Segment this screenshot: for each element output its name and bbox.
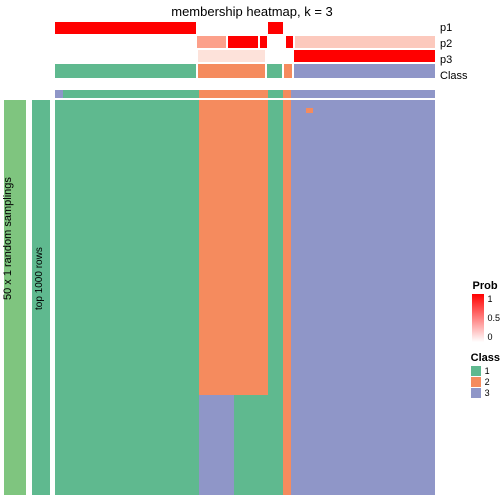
legend-swatch — [471, 377, 481, 387]
left-sampling-label: 50 x 1 random samplings — [2, 177, 14, 300]
legend-swatch — [471, 366, 481, 376]
legend-prob-gradient — [472, 294, 484, 342]
anno-seg — [228, 36, 257, 48]
legend-class-label: 2 — [485, 377, 490, 387]
anno-seg — [267, 50, 282, 62]
anno-row-p3 — [55, 50, 435, 62]
legend-prob: Prob 10.50 — [472, 280, 500, 342]
heatmap-top-strip — [55, 90, 435, 98]
legend-class: Class 123 — [471, 352, 500, 398]
anno-row-p1 — [55, 22, 435, 34]
heatmap-col — [268, 100, 283, 495]
anno-row-Class — [55, 64, 435, 78]
heatmap-col — [55, 100, 199, 495]
anno-seg — [55, 64, 196, 78]
anno-label: p2 — [440, 38, 452, 50]
legend-class-title: Class — [471, 352, 500, 364]
heatmap-top-seg — [283, 90, 291, 98]
heatmap-bottom-overlay — [199, 395, 233, 495]
anno-seg — [295, 36, 435, 48]
heatmap-top-seg — [268, 90, 283, 98]
heatmap-blip — [306, 108, 314, 113]
legend-class-item: 3 — [471, 388, 500, 398]
anno-seg — [284, 64, 291, 78]
legend-swatch — [471, 388, 481, 398]
legend-class-label: 1 — [485, 366, 490, 376]
anno-seg — [198, 22, 257, 34]
anno-seg — [198, 50, 265, 62]
heatmap-top-seg — [291, 90, 435, 98]
left-rows-label: top 1000 rows — [34, 247, 45, 310]
anno-seg — [294, 50, 435, 62]
anno-seg — [269, 36, 284, 48]
anno-seg — [260, 36, 267, 48]
legend-class-item: 1 — [471, 366, 500, 376]
anno-seg — [198, 64, 265, 78]
heatmap-body — [55, 90, 435, 495]
anno-seg — [55, 22, 196, 34]
anno-label: p3 — [440, 54, 452, 66]
heatmap-col — [291, 100, 435, 495]
legend-prob-ticks: 10.50 — [487, 294, 500, 342]
heatmap-top-seg — [55, 90, 63, 98]
legend-prob-tick: 0.5 — [487, 313, 500, 323]
anno-seg — [268, 22, 283, 34]
anno-seg — [294, 64, 435, 78]
anno-seg — [197, 36, 226, 48]
anno-seg — [294, 22, 435, 34]
anno-seg — [285, 22, 292, 34]
anno-row-p2 — [55, 36, 435, 48]
annotation-bars: p1p2p3Class — [55, 22, 435, 80]
heatmap-col — [283, 100, 291, 495]
anno-seg — [284, 50, 291, 62]
legend-prob-title: Prob — [472, 280, 500, 292]
anno-seg — [55, 50, 196, 62]
anno-seg — [286, 36, 293, 48]
heatmap-columns — [55, 100, 435, 495]
anno-seg — [259, 22, 266, 34]
legend-prob-tick: 0 — [487, 332, 500, 342]
legend-class-item: 2 — [471, 377, 500, 387]
heatmap-bottom-overlay — [234, 395, 268, 495]
heatmap-top-seg — [199, 90, 267, 98]
heatmap-top-seg — [63, 90, 200, 98]
legend-class-label: 3 — [485, 388, 490, 398]
anno-seg — [55, 36, 195, 48]
anno-label: Class — [440, 70, 468, 82]
legend-prob-tick: 1 — [487, 294, 500, 304]
chart-title: membership heatmap, k = 3 — [171, 4, 333, 19]
anno-seg — [267, 64, 282, 78]
anno-label: p1 — [440, 22, 452, 34]
